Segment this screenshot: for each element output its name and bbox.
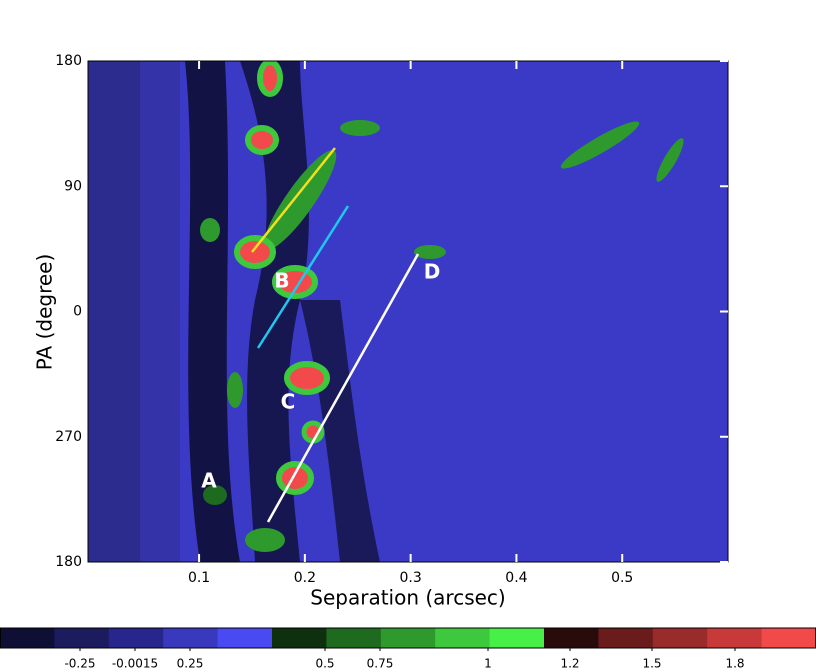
y-tick-label: 0 <box>73 304 82 320</box>
contour-field <box>88 61 728 562</box>
colorbar-tick-label: 0.5 <box>315 657 334 671</box>
colorbar-tick-label: 1.2 <box>560 657 579 671</box>
colorbar-tick-label: 1.8 <box>725 657 744 671</box>
colorbar-tick-label: -0.0015 <box>112 657 158 671</box>
colorbar-swatch <box>0 628 55 648</box>
y-axis-label: PA (degree) <box>33 254 57 371</box>
colorbar-swatch <box>272 628 327 648</box>
annotation: C <box>281 390 296 414</box>
x-tick-label: 0.5 <box>611 570 633 586</box>
y-tick-label: 90 <box>64 178 82 194</box>
colorbar-swatch <box>761 628 816 648</box>
colorbar-swatch <box>163 628 219 648</box>
colorbar-swatch <box>544 628 599 648</box>
colorbar-tick-label: 1 <box>484 657 492 671</box>
colorbar-swatch <box>380 628 436 648</box>
annotation: B <box>274 269 289 293</box>
colorbar-swatch <box>54 628 110 648</box>
y-tick-label: 180 <box>55 554 82 570</box>
colorbar-tick-label: 0.25 <box>177 657 204 671</box>
x-axis-label: Separation (arcsec) <box>310 586 505 610</box>
x-tick-label: 0.2 <box>294 570 316 586</box>
annotation: A <box>201 469 217 493</box>
colorbar-swatch <box>217 628 273 648</box>
colorbar-swatch <box>326 628 382 648</box>
colorbar-swatch <box>598 628 654 648</box>
colorbar-swatch <box>489 628 545 648</box>
colorbar-swatch <box>435 628 491 648</box>
x-tick-label: 0.4 <box>505 570 527 586</box>
x-tick-label: 0.3 <box>400 570 422 586</box>
colorbar-swatch <box>707 628 763 648</box>
colorbar-tick-label: 0.75 <box>367 657 394 671</box>
y-tick-label: 270 <box>55 429 82 445</box>
colorbar-swatch <box>652 628 708 648</box>
colorbar-swatch <box>108 628 164 648</box>
colorbar-tick-label: 1.5 <box>642 657 661 671</box>
y-tick-label: 180 <box>55 53 82 69</box>
x-tick-label: 0.1 <box>188 570 210 586</box>
colorbar-tick-label: -0.25 <box>64 657 95 671</box>
annotation: D <box>424 260 441 284</box>
